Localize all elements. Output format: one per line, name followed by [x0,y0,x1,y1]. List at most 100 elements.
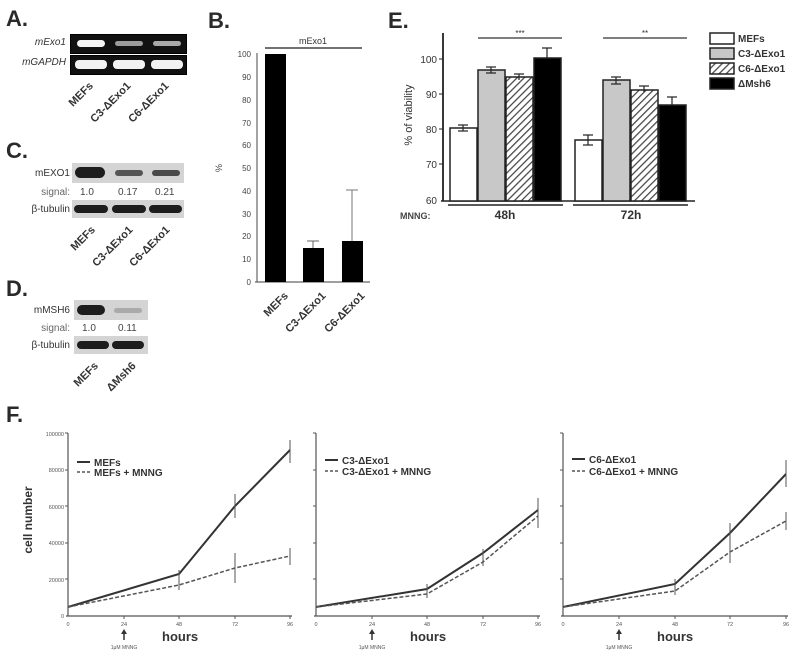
blot-band [114,308,142,313]
signal-value: 0.17 [118,187,138,198]
group-48h: 48h [495,208,516,220]
svg-text:ΔMsh6: ΔMsh6 [738,79,771,90]
panel-b-label: B. [208,8,230,33]
svg-text:60000: 60000 [49,505,64,511]
chart-f-yticks: 100000 80000 60000 40000 20000 0 [46,432,64,620]
blot-row-label: β-tubulin [31,340,70,351]
svg-text:MEFs: MEFs [738,34,765,45]
svg-text:hours: hours [410,629,446,644]
blot-band [152,170,180,176]
signal-value: 0.11 [118,323,137,334]
svg-text:90: 90 [426,90,438,101]
lane-label: MEFs [71,360,101,390]
svg-text:70: 70 [242,119,251,128]
svg-text:0: 0 [247,278,252,287]
svg-text:48: 48 [424,622,430,628]
gel-band [153,41,181,46]
chart-e-legend: MEFs C3-ΔExo1 C6-ΔExo1 ΔMsh6 [709,32,786,90]
plot-f3: C6-ΔExo1 C6-ΔExo1 + MNNG [560,432,788,619]
svg-text:C6-ΔExo1 + MNNG: C6-ΔExo1 + MNNG [589,467,678,478]
chart-e-yticks: 100 90 80 70 60 [420,55,437,207]
svg-text:MEFs: MEFs [94,458,121,469]
svg-text:20000: 20000 [49,578,64,584]
chart-f-xlabels: hours hours hours [162,629,693,644]
svg-text:100000: 100000 [46,432,64,438]
gel-row-label-mexo1: mExo1 [34,37,66,48]
gel-mexo1 [70,34,187,54]
panel-f-label: F. [6,402,24,427]
svg-text:C3-ΔExo1 + MNNG: C3-ΔExo1 + MNNG [342,467,431,478]
svg-text:60: 60 [426,196,438,207]
blot-band [149,205,182,213]
blot-tubulin [72,200,184,218]
svg-text:72: 72 [232,622,238,628]
svg-text:80000: 80000 [49,468,64,474]
panel-d-label: D. [6,276,28,301]
blot-band [77,305,105,315]
panel-a-label: A. [6,6,28,31]
chart-b-yticks: 100 90 80 70 60 50 40 30 20 10 0 [238,50,252,287]
svg-text:96: 96 [287,622,293,628]
lane-label: ΔMsh6 [104,360,139,394]
signal-value: 1.0 [80,187,94,198]
svg-text:C3-ΔExo1: C3-ΔExo1 [738,49,786,60]
blot-mmsh6 [74,300,148,320]
gel-band [151,60,183,69]
chart-e-xprefix: MNNG: [400,211,431,220]
plot-f2: C3-ΔExo1 C3-ΔExo1 + MNNG [313,432,540,619]
svg-text:0: 0 [61,614,64,620]
svg-text:48: 48 [176,622,182,628]
svg-text:80: 80 [426,125,438,136]
svg-text:72: 72 [480,622,486,628]
svg-text:48: 48 [672,622,678,628]
blot-band [112,205,146,213]
svg-text:1μM MNNG: 1μM MNNG [111,645,138,651]
blot-band [77,341,109,349]
svg-text:90: 90 [242,73,251,82]
panel-c-label: C. [6,138,28,163]
svg-text:10: 10 [242,255,251,264]
svg-text:1μM MNNG: 1μM MNNG [359,645,386,651]
chart-f-xticks: 0 24 48 72 96 0 24 48 72 96 0 24 48 72 96 [66,622,789,628]
svg-text:70: 70 [426,160,438,171]
svg-text:24: 24 [121,622,127,628]
signal-value: 0.21 [155,187,175,198]
mnng-note: 1μM MNNG 1μM MNNG 1μM MNNG [111,645,633,651]
arrow-icon [121,629,622,640]
blot-band [75,167,105,178]
blot-band [112,341,144,349]
plot-f1: MEFs MEFs + MNNG [65,432,292,619]
chart-b-title: mExo1 [299,36,327,46]
chart-f-ylabel: cell number [21,486,35,554]
gel-row-label-mgapdh: mGAPDH [22,57,66,68]
blot-row-label: signal: [41,323,70,334]
lane-label: MEFs [66,80,96,110]
svg-text:hours: hours [162,629,198,644]
chart-b-ylabel: % [214,164,224,172]
lane-label: C6-ΔExo1 [126,80,172,126]
svg-text:40: 40 [242,187,251,196]
gel-mgapdh [70,55,187,75]
blot-tubulin [74,336,148,354]
svg-text:0: 0 [314,622,317,628]
svg-text:96: 96 [535,622,541,628]
sig-48h: *** [515,29,524,38]
svg-text:40000: 40000 [49,541,64,547]
blot-row-label: mMSH6 [33,305,70,316]
svg-text:96: 96 [783,622,789,628]
lane-label: MEFs [68,224,98,254]
blot-row-label: β-tubulin [31,204,70,215]
svg-text:100: 100 [238,50,252,59]
svg-text:50: 50 [242,164,251,173]
blot-band [74,205,108,213]
group-72h: 72h [621,208,642,220]
svg-text:1μM MNNG: 1μM MNNG [606,645,633,651]
svg-text:C3-ΔExo1: C3-ΔExo1 [342,456,390,467]
gel-band [113,60,145,69]
bar-c6 [342,241,363,282]
svg-text:hours: hours [657,629,693,644]
svg-text:C6-ΔExo1: C6-ΔExo1 [738,64,786,75]
gel-band [75,60,107,69]
blot-band [115,170,143,176]
svg-text:20: 20 [242,232,251,241]
